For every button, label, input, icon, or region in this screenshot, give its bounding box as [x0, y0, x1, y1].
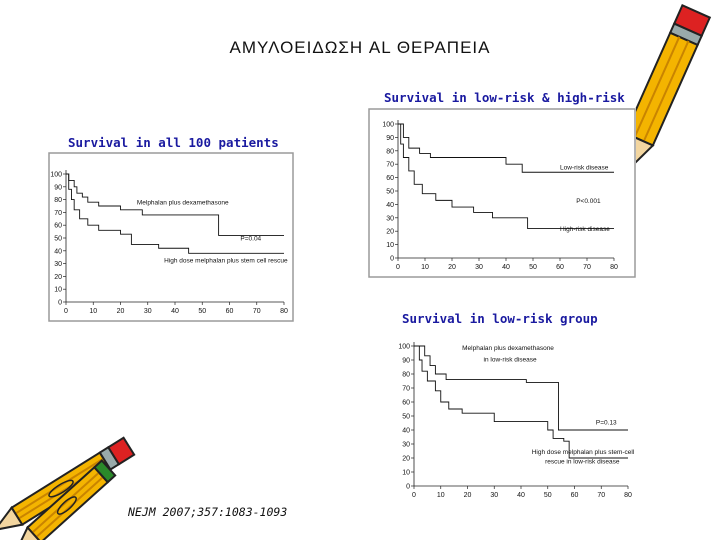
- y-tick-label: 70: [386, 162, 394, 169]
- x-tick-label: 80: [610, 264, 618, 271]
- y-tick-label: 0: [406, 484, 410, 491]
- chart-annotation: P=0.13: [596, 419, 617, 426]
- y-tick-label: 50: [402, 414, 410, 421]
- y-tick-label: 40: [386, 202, 394, 209]
- series-line-2: [66, 173, 284, 254]
- chart-lowhigh: 0 10 20 30 40 50 60 70 80 90 100 0 10 20 30 40 50 60 70 80 L…: [368, 108, 636, 278]
- y-tick-label: 60: [402, 400, 410, 407]
- y-tick-label: 10: [54, 287, 62, 294]
- x-tick-label: 0: [64, 308, 68, 315]
- y-tick-label: 60: [54, 223, 62, 230]
- chart-annotation: P<0.001: [576, 198, 601, 205]
- y-tick-label: 60: [386, 175, 394, 182]
- y-tick-label: 50: [386, 189, 394, 196]
- x-tick-label: 10: [437, 492, 445, 499]
- x-tick-label: 30: [144, 308, 152, 315]
- y-tick-label: 30: [402, 442, 410, 449]
- x-tick-label: 10: [89, 308, 97, 315]
- y-tick-label: 10: [386, 242, 394, 249]
- x-tick-label: 60: [571, 492, 579, 499]
- x-tick-label: 50: [198, 308, 206, 315]
- y-tick-label: 80: [402, 372, 410, 379]
- series-line-1: [414, 345, 628, 431]
- x-tick-label: 30: [490, 492, 498, 499]
- reference-citation: NEJM 2007;357:1083-1093: [128, 505, 288, 519]
- series-line-1: [66, 173, 284, 236]
- x-tick-label: 20: [448, 264, 456, 271]
- y-tick-label: 100: [50, 172, 62, 179]
- x-tick-label: 50: [544, 492, 552, 499]
- chart-low: 0 10 20 30 40 50 60 70 80 90 100 0 10 20 30 40 50 60 70 80 M…: [398, 342, 635, 499]
- chart-annotation: Melphalan plus dexamethasone: [462, 345, 554, 352]
- chart-annotation: rescue in low-risk disease: [545, 459, 620, 466]
- x-tick-label: 10: [421, 264, 429, 271]
- chart-panel-lowhigh: 0 10 20 30 40 50 60 70 80 90 100 0 10 20 30 40 50 60 70 80 L…: [368, 108, 636, 278]
- chart-panel-all: 0 10 20 30 40 50 60 70 80 90 100 0 10 20 30 40 50 60 70 80 M…: [48, 152, 294, 322]
- chart-all: 0 10 20 30 40 50 60 70 80 90 100 0 10 20 30 40 50 60 70 80 M…: [48, 152, 294, 322]
- y-tick-label: 0: [390, 256, 394, 263]
- chart-frame: [368, 108, 636, 278]
- y-tick-label: 80: [54, 197, 62, 204]
- y-tick-label: 40: [54, 248, 62, 255]
- y-tick-label: 80: [386, 148, 394, 155]
- y-tick-label: 90: [54, 184, 62, 191]
- x-tick-label: 70: [597, 492, 605, 499]
- y-tick-label: 10: [402, 470, 410, 477]
- chart-annotation: High-risk disease: [560, 226, 610, 233]
- y-tick-label: 70: [402, 386, 410, 393]
- chart-annotation: High dose melphalan plus stem cell rescu…: [164, 257, 288, 264]
- x-tick-label: 60: [226, 308, 234, 315]
- x-tick-label: 50: [529, 264, 537, 271]
- y-tick-label: 90: [402, 358, 410, 365]
- x-tick-label: 30: [475, 264, 483, 271]
- caption-all: Survival in all 100 patients: [68, 135, 279, 150]
- y-tick-label: 100: [398, 344, 410, 351]
- y-tick-label: 70: [54, 210, 62, 217]
- chart-panel-low: 0 10 20 30 40 50 60 70 80 90 100 0 10 20 30 40 50 60 70 80 M…: [352, 326, 642, 536]
- chart-annotation: Low-risk disease: [560, 165, 609, 172]
- y-tick-label: 20: [386, 229, 394, 236]
- y-tick-label: 90: [386, 135, 394, 142]
- x-tick-label: 80: [280, 308, 288, 315]
- series-line-2: [414, 345, 628, 459]
- x-tick-label: 80: [624, 492, 632, 499]
- chart-frame: [48, 152, 294, 322]
- y-tick-label: 0: [58, 300, 62, 307]
- x-tick-label: 20: [117, 308, 125, 315]
- x-tick-label: 0: [412, 492, 416, 499]
- chart-annotation: in low-risk disease: [484, 356, 537, 363]
- y-tick-label: 20: [54, 274, 62, 281]
- x-tick-label: 70: [583, 264, 591, 271]
- x-tick-label: 40: [502, 264, 510, 271]
- x-tick-label: 40: [171, 308, 179, 315]
- y-tick-label: 50: [54, 236, 62, 243]
- chart-annotation: P=0.04: [240, 236, 261, 243]
- x-tick-label: 20: [464, 492, 472, 499]
- y-tick-label: 20: [402, 456, 410, 463]
- chart-annotation: High dose melphalan plus stem-cell: [532, 449, 635, 456]
- chart-annotation: Melphalan plus dexamethasone: [137, 200, 229, 207]
- x-tick-label: 70: [253, 308, 261, 315]
- series-line-1: [398, 123, 614, 173]
- series-line-2: [398, 123, 614, 229]
- y-tick-label: 40: [402, 428, 410, 435]
- y-tick-label: 30: [386, 215, 394, 222]
- caption-lowhigh: Survival in low-risk & high-risk: [384, 90, 625, 105]
- x-tick-label: 0: [396, 264, 400, 271]
- y-tick-label: 100: [382, 122, 394, 129]
- x-tick-label: 40: [517, 492, 525, 499]
- page-title: ΑΜΥΛΟΕΙΔΩΣΗ AL ΘΕΡΑΠΕΙΑ: [229, 38, 491, 57]
- y-tick-label: 30: [54, 261, 62, 268]
- x-tick-label: 60: [556, 264, 564, 271]
- pencils-icon: [0, 436, 136, 540]
- caption-low: Survival in low-risk group: [402, 311, 598, 326]
